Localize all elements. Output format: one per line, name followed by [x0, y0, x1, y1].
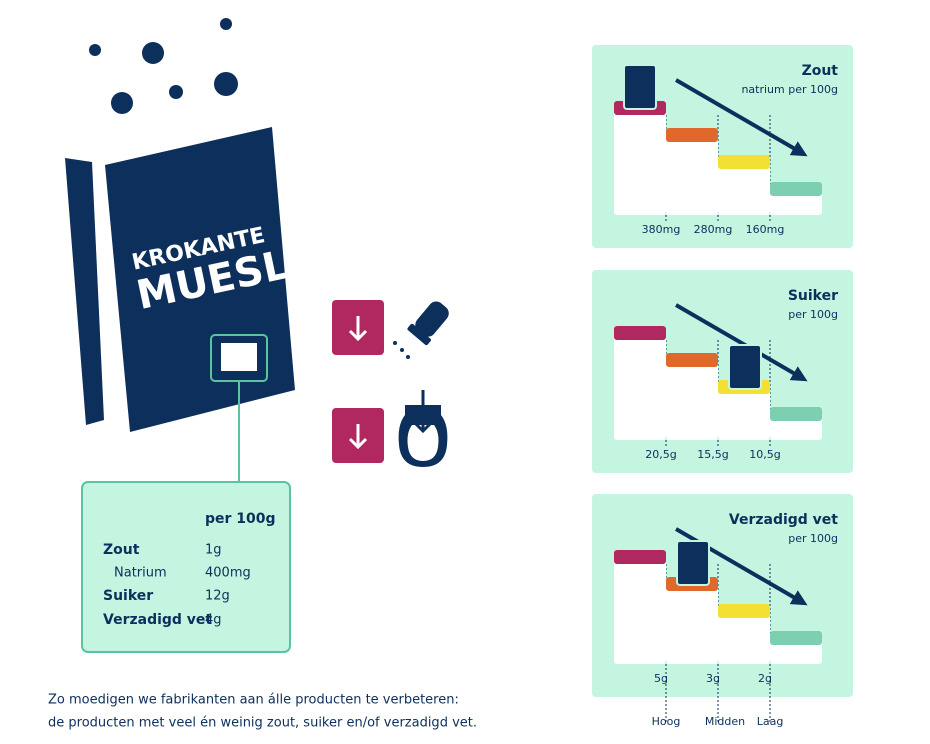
step — [666, 128, 718, 215]
nutrition-label: per 100g Zout 1g Natrium 400mg Suiker 12… — [81, 481, 291, 653]
step-cap — [614, 326, 666, 340]
product-marker — [676, 540, 710, 586]
step-value: 380mg — [642, 223, 681, 236]
footnote: Zo moedigen we fabrikanten aan álle prod… — [48, 693, 459, 708]
step-value: 3g — [706, 672, 720, 685]
panels: Zout natrium per 100g 380mg 280mg 160mg Suike… — [592, 45, 853, 728]
trend-arrow — [674, 303, 808, 382]
panel-title: Suiker — [788, 288, 838, 304]
label-header: per 100g — [205, 511, 276, 527]
step-value: 10,5g — [749, 448, 780, 461]
product-marker — [623, 64, 657, 110]
step — [614, 101, 666, 215]
step-cap — [718, 155, 770, 169]
step-cap — [718, 604, 770, 618]
panel-subtitle: natrium per 100g — [741, 83, 838, 96]
amount: 400mg — [205, 566, 251, 581]
step-cap — [614, 550, 666, 564]
panel-subtitle: per 100g — [788, 532, 838, 545]
panel-title: Zout — [802, 63, 839, 79]
muesli-box: KROKANTE MUESLI — [65, 127, 307, 482]
step-value: 280mg — [694, 223, 733, 236]
panel-title: Verzadigd vet — [729, 512, 838, 528]
step — [718, 604, 770, 664]
step-value: 160mg — [746, 223, 785, 236]
nutrient: Natrium — [114, 566, 167, 581]
step — [718, 155, 770, 215]
trend-arrow — [674, 78, 808, 157]
product-marker — [728, 344, 762, 390]
nutrient: Zout — [103, 542, 140, 558]
step — [718, 380, 770, 440]
amount: 12g — [205, 589, 230, 604]
bubbles — [89, 18, 238, 114]
step-cap — [770, 182, 822, 196]
step — [614, 326, 666, 440]
step-value: 5g — [654, 672, 668, 685]
nutrient: Verzadigd vet — [103, 612, 212, 628]
level-label: Midden — [705, 715, 745, 728]
step-cap — [666, 128, 718, 142]
step-cap — [770, 407, 822, 421]
footnote: de producten met veel én weinig zout, su… — [48, 716, 477, 731]
step-value: 15,5g — [697, 448, 728, 461]
level-label: Laag — [757, 715, 784, 728]
amount: 1g — [205, 543, 222, 558]
step-cap — [666, 353, 718, 367]
panel-subtitle: per 100g — [788, 308, 838, 321]
step — [666, 353, 718, 440]
reduce-icons — [332, 300, 449, 467]
level-label: Hoog — [652, 715, 681, 728]
nutrient: Suiker — [103, 588, 153, 604]
amount: 4g — [205, 613, 222, 628]
step — [666, 577, 718, 664]
step-value: 20,5g — [645, 448, 676, 461]
step-value: 2g — [758, 672, 772, 685]
step — [614, 550, 666, 664]
step-cap — [770, 631, 822, 645]
